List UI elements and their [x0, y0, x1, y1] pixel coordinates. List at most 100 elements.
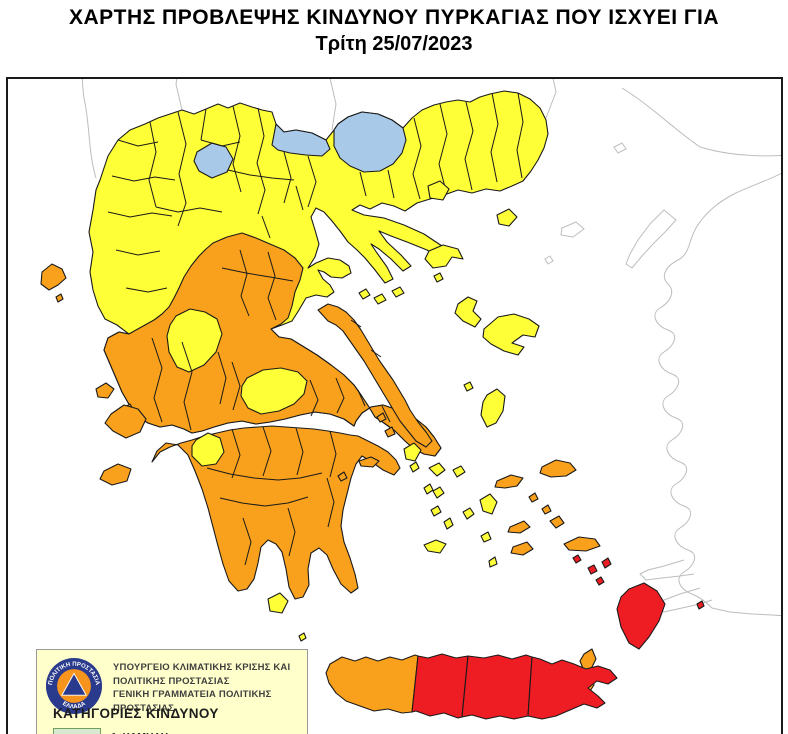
island-hydra: [358, 456, 380, 468]
island-nisyros: [572, 554, 582, 564]
region-crete-rethymno: [411, 653, 469, 719]
map-region: [231, 361, 241, 411]
ministry-line3: ΓΕΝΙΚΗ ΓΡΑΜΜΑΤΕΙΑ ΠΟΛΙΤΙΚΗΣ ΠΡΟΣΤΑΣΙΑΣ: [113, 689, 272, 714]
island-kea: [409, 461, 420, 473]
map-region: [221, 267, 294, 282]
albania-coastline: [81, 77, 97, 179]
map-region: [357, 389, 366, 407]
island-paros: [462, 507, 475, 520]
map-region: [117, 139, 159, 147]
albania-nmk-border: [175, 77, 183, 111]
ministry-line2: ΠΟΛΙΤΙΚΗΣ ΠΡΟΣΤΑΣΙΑΣ: [113, 675, 230, 687]
map-region: [261, 215, 271, 239]
map-region: [287, 507, 296, 557]
region-fokida: [240, 367, 308, 415]
island-thasos: [427, 180, 450, 201]
title-line1: ΧΑΡΤΗΣ ΠΡΟΒΛΕΨΗΣ ΚΙΝΔΥΝΟΥ ΠΥΡΚΑΓΙΑΣ ΠΟΥ …: [68, 6, 720, 29]
map-region: [516, 92, 524, 179]
island-kythnos: [423, 483, 434, 495]
island-naxos: [479, 493, 498, 515]
map-region: [200, 108, 207, 141]
map-region: [232, 105, 242, 193]
region-pella: [271, 123, 331, 157]
map-region: [148, 121, 157, 208]
island-spetses: [337, 471, 348, 482]
island-kalymnos: [549, 515, 565, 529]
map-region: [464, 101, 474, 191]
anatolia-west-coast: [654, 172, 783, 617]
region-peloponnese: [151, 425, 401, 600]
region-kalavryta: [191, 432, 225, 467]
island-lesbos: [482, 313, 540, 356]
prefecture-border-lines: [107, 92, 524, 431]
island-lefkada: [95, 382, 115, 399]
map-region: [181, 341, 193, 431]
island-kefalonia: [104, 404, 147, 439]
island-chalki: [595, 576, 605, 586]
map-region: [219, 496, 309, 507]
island-zakynthos: [99, 463, 132, 486]
map-region: [200, 139, 241, 147]
island-psara: [463, 381, 474, 392]
island-amorgos: [507, 520, 531, 534]
island-samos: [539, 459, 577, 478]
map-region: [335, 377, 345, 414]
map-region: [295, 185, 304, 211]
map-region: [283, 151, 292, 204]
islands-high: [40, 263, 601, 714]
civil-protection-logo: ΠΟΛΙΤΙΚΗ ΠΡΟΣΤΑΣΙΑ ΕΛΛΑΔΑ: [45, 657, 103, 715]
islands-moderate: [267, 180, 540, 642]
map-region: [267, 251, 277, 321]
island-santorini: [488, 556, 498, 568]
risk-regions: [40, 90, 705, 720]
map-region: [326, 477, 335, 528]
map-region: [381, 405, 391, 423]
island-kastellorizo: [696, 600, 705, 610]
legend-item-low-label: 1. ΧΑΜΗΛΗ: [111, 731, 168, 734]
island-alonissos: [391, 286, 405, 298]
logo-arc-text-bottom: ΕΛΛΑΔΑ: [61, 701, 87, 711]
island-skyros: [454, 296, 482, 328]
island-patmos: [528, 492, 539, 503]
map-region: [115, 249, 161, 256]
island-paxi: [55, 293, 64, 303]
marmara-north-coast: [621, 87, 783, 157]
tenedos-island: [544, 255, 554, 265]
region-thessaly-sterea: [103, 232, 442, 457]
ministry-line1: ΥΠΟΥΡΓΕΙΟ ΚΛΙΜΑΤΙΚΗΣ ΚΡΙΣΗΣ ΚΑΙ: [113, 662, 291, 673]
page-title: ΧΑΡΤΗΣ ΠΡΟΒΛΕΨΗΣ ΚΙΝΔΥΝΟΥ ΠΥΡΚΑΓΙΑΣ ΠΟΥ …: [0, 6, 788, 56]
island-ikaria: [494, 474, 524, 489]
island-syros: [432, 486, 445, 499]
island-tilos: [587, 564, 598, 575]
island-serifos: [430, 505, 442, 517]
island-salamina: [376, 412, 387, 423]
island-rhodes: [616, 582, 666, 650]
legend-swatch-low: [53, 728, 101, 734]
map-region: [125, 287, 168, 293]
island-skiathos: [358, 288, 371, 300]
island-limnos: [424, 244, 464, 269]
imbros-island: [560, 221, 585, 238]
map-region: [151, 337, 163, 423]
island-samothraki: [496, 208, 518, 227]
region-serres-drama: [333, 111, 407, 173]
legend-item-low: 1. ΧΑΜΗΛΗ: [53, 728, 168, 734]
region-euboea: [317, 303, 433, 448]
gallipoli-peninsula: [625, 209, 677, 269]
map-region: [387, 169, 395, 199]
island-antikythira: [298, 632, 307, 642]
island-sifnos: [443, 517, 454, 530]
map-region: [359, 171, 367, 197]
datca-peninsula: [639, 559, 695, 581]
island-andros: [403, 442, 422, 462]
island-astypalaia: [510, 541, 534, 556]
region-crete-chania: [325, 654, 419, 714]
map-region: [239, 249, 250, 317]
island-milos: [423, 539, 447, 554]
island-skopelos: [373, 293, 387, 305]
region-crete-heraklio: [461, 654, 533, 720]
map-region: [438, 103, 448, 192]
island-chios: [480, 388, 506, 428]
island-kythira: [267, 592, 289, 614]
island-corfu: [40, 263, 67, 291]
